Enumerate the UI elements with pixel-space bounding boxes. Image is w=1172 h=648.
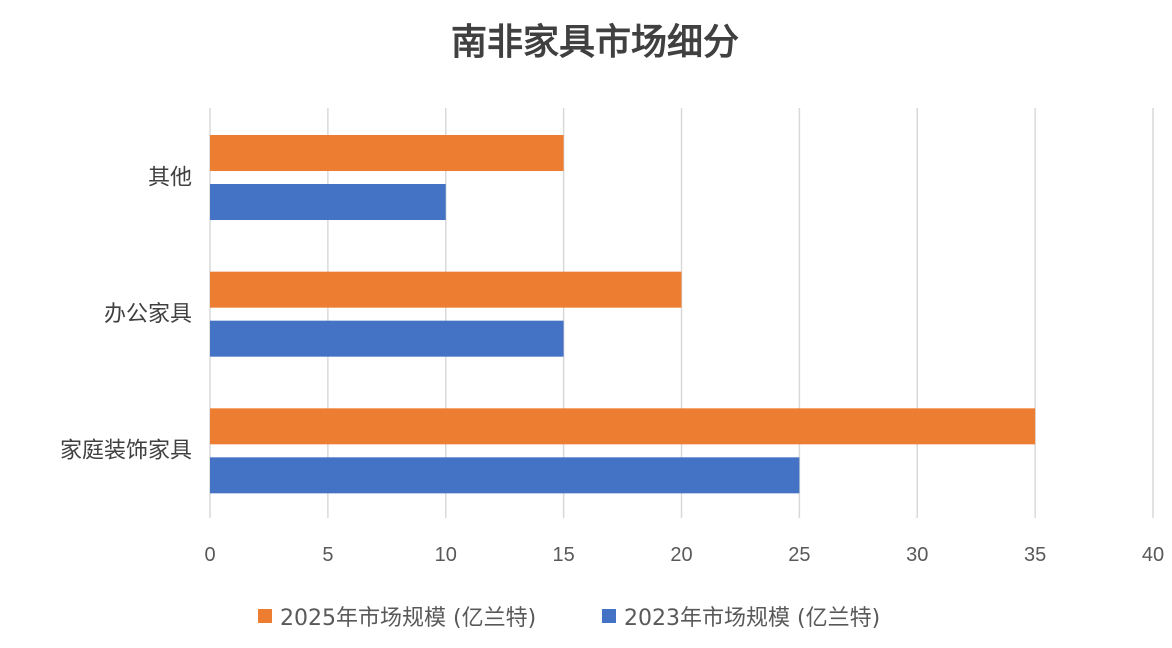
bar-2023 xyxy=(210,320,564,357)
x-tick-label: 35 xyxy=(1024,544,1046,566)
bar-2023 xyxy=(210,184,446,220)
legend-label: 2025年市场规模 (亿兰特) xyxy=(280,606,536,631)
legend-swatch xyxy=(602,609,616,623)
legend-label: 2023年市场规模 (亿兰特) xyxy=(624,606,880,631)
category-label: 家庭装饰家具 xyxy=(60,439,192,464)
x-tick-label: 25 xyxy=(788,544,810,566)
bar-2025 xyxy=(210,135,564,171)
x-tick-label: 10 xyxy=(435,544,457,566)
bar-2023 xyxy=(210,457,800,494)
bar-2025 xyxy=(210,271,682,308)
x-tick-label: 40 xyxy=(1142,544,1164,566)
category-label: 办公家具 xyxy=(104,302,192,327)
x-tick-label: 20 xyxy=(670,544,692,566)
bar-2025 xyxy=(210,408,1036,445)
x-tick-label: 30 xyxy=(906,544,928,566)
x-tick-label: 15 xyxy=(553,544,575,566)
x-tick-label: 0 xyxy=(204,544,215,566)
chart-title: 南非家具市场细分 xyxy=(451,22,739,63)
category-label: 其他 xyxy=(148,165,192,190)
x-tick-label: 5 xyxy=(322,544,333,566)
legend-swatch xyxy=(258,609,272,623)
